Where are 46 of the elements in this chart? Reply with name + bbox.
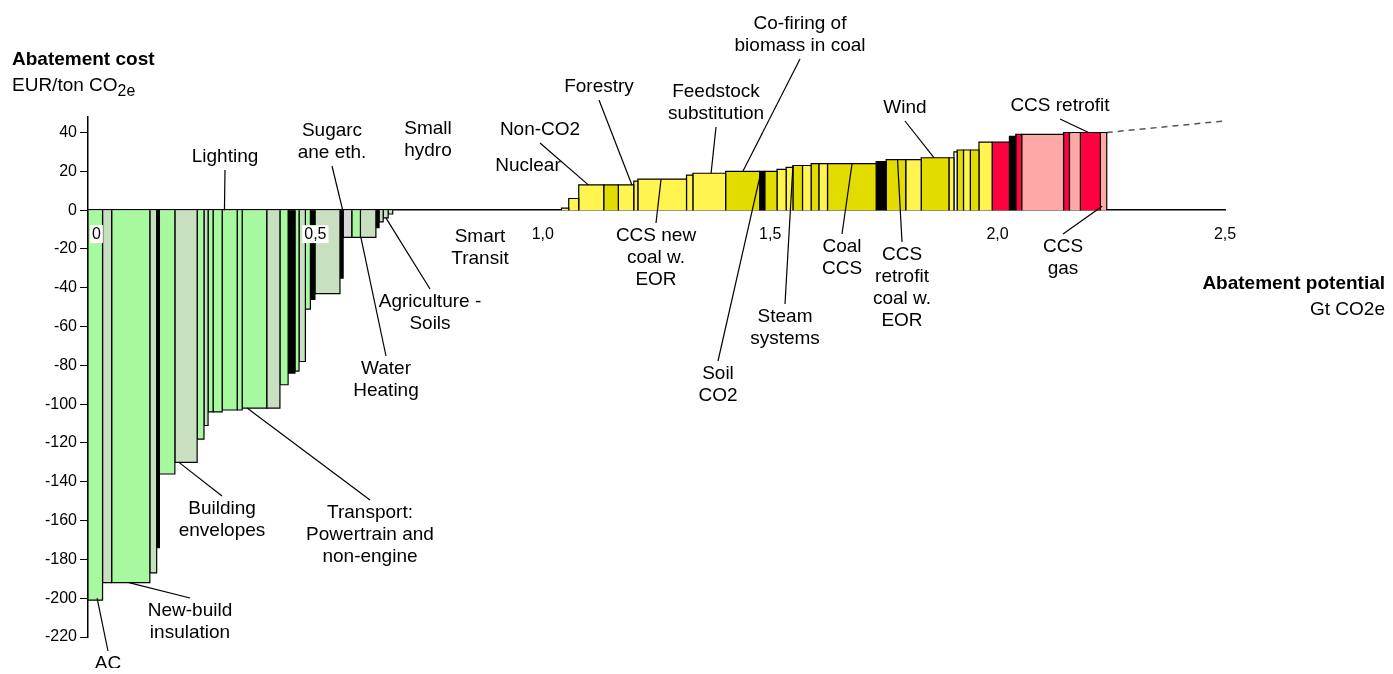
x-tick-label: 0,5 — [304, 224, 327, 242]
annotation: New-build insulation — [147, 599, 233, 643]
x-tick-label: 2,5 — [1213, 224, 1237, 242]
y-tick-label: -20 — [53, 239, 78, 257]
annotation: Agriculture - Soils — [378, 290, 482, 334]
annotation: Co-firing of biomass in coal — [734, 12, 866, 56]
annotation: Forestry — [564, 75, 635, 97]
y-tick-label: -60 — [53, 316, 78, 334]
y-tick-label: 0 — [68, 200, 78, 218]
annotation: Transport: Powertrain and non-engine — [306, 501, 434, 567]
x-tick-label: 2,0 — [986, 224, 1009, 242]
annotation: Wind — [883, 96, 927, 118]
annotation: CCS retrofit coal w. EOR — [872, 243, 932, 331]
annotation: Non-CO2 — [499, 118, 581, 140]
annotation: Small hydro — [404, 117, 452, 161]
annotation: Steam systems — [750, 305, 820, 349]
annotation: CCS new coal w. EOR — [615, 224, 697, 290]
y-tick-label: -80 — [53, 355, 78, 373]
annotation: Nuclear — [495, 154, 562, 176]
annotation: CCS gas — [1042, 235, 1084, 279]
text: Abatement cost — [12, 48, 155, 69]
text: Gt CO2e — [1310, 298, 1385, 319]
y-tick-label: -220 — [44, 627, 78, 645]
annotation: Soil CO2 — [698, 362, 738, 406]
x-tick-label: 1,0 — [531, 224, 555, 242]
y-tick-label: -160 — [44, 510, 78, 528]
annotation: Building envelopes — [178, 497, 266, 541]
y-tick-label: 40 — [59, 122, 78, 140]
x-tick-label: 0 — [92, 224, 101, 242]
annotation: Sugarc ane eth. — [297, 119, 367, 163]
y-tick-label: 20 — [59, 161, 78, 179]
annotation: Feedstock substitution — [667, 80, 765, 124]
y-tick-label: -100 — [44, 394, 78, 412]
annotation: Lighting — [191, 145, 259, 167]
annotation: Smart Transit — [451, 225, 510, 269]
y-tick-label: -140 — [44, 472, 78, 490]
annotation: CCS retrofit — [1010, 94, 1111, 116]
text: Abatement potential — [1202, 272, 1385, 293]
y-tick-label: -120 — [44, 433, 78, 451]
annotation: Water Heating — [353, 357, 419, 401]
y-tick-label: -180 — [44, 549, 78, 567]
y-tick-label: -200 — [44, 588, 78, 606]
text: EUR/ton CO$_{2e}$ — [12, 74, 136, 99]
x-tick-label: 1,5 — [759, 224, 782, 242]
y-tick-label: -40 — [53, 278, 78, 296]
annotation: Coal CCS — [821, 235, 863, 279]
